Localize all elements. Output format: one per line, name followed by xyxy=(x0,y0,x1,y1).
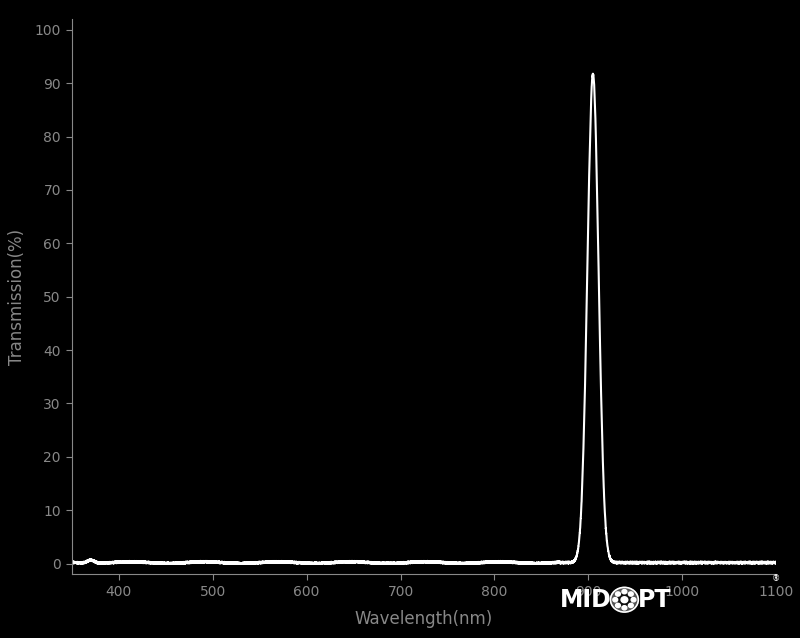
Circle shape xyxy=(622,605,627,610)
Circle shape xyxy=(622,590,627,594)
X-axis label: Wavelength(nm): Wavelength(nm) xyxy=(355,611,493,628)
Circle shape xyxy=(631,598,636,602)
Circle shape xyxy=(629,592,634,596)
Circle shape xyxy=(629,604,634,607)
Circle shape xyxy=(615,592,620,596)
Circle shape xyxy=(621,597,628,603)
Circle shape xyxy=(615,604,620,607)
Text: MID: MID xyxy=(559,588,611,612)
Circle shape xyxy=(610,588,638,612)
Circle shape xyxy=(613,598,618,602)
Circle shape xyxy=(618,594,631,605)
Text: PT: PT xyxy=(638,588,671,612)
Y-axis label: Transmission(%): Transmission(%) xyxy=(8,228,26,365)
Text: ®: ® xyxy=(772,574,781,583)
